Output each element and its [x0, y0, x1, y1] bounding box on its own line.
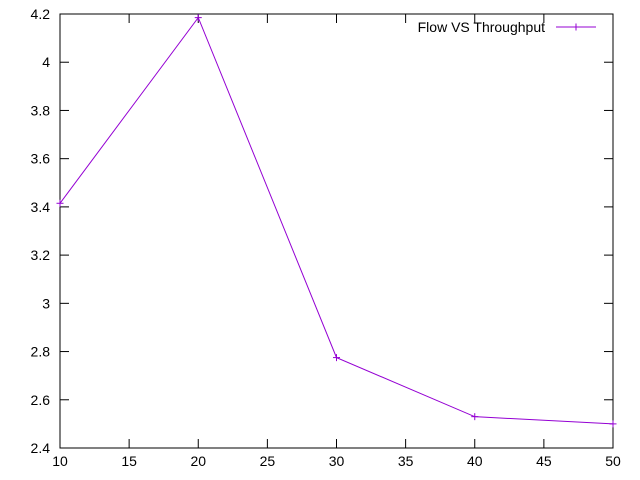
- x-tick-label: 15: [121, 453, 137, 469]
- data-point: [194, 14, 202, 22]
- y-tick-label: 3.2: [31, 247, 51, 263]
- plot-frame: [59, 13, 614, 449]
- y-axis: 2.4 2.6 2.8 3 3.2 3.4 3.6 3.8 4 4.2: [31, 6, 613, 456]
- x-tick-label: 45: [536, 453, 552, 469]
- data-point: [471, 413, 479, 421]
- series-layer: [56, 14, 617, 428]
- x-tick-label: 30: [329, 453, 345, 469]
- x-tick-label: 10: [52, 453, 68, 469]
- x-tick-label: 40: [467, 453, 483, 469]
- y-tick-label: 4.2: [31, 6, 51, 22]
- x-tick-label: 20: [190, 453, 206, 469]
- y-tick-label: 4: [42, 54, 50, 70]
- data-point: [609, 420, 617, 428]
- y-tick-label: 3.8: [31, 102, 51, 118]
- x-tick-label: 50: [605, 453, 621, 469]
- data-point: [56, 199, 64, 207]
- x-tick-label: 25: [260, 453, 276, 469]
- x-axis: 10 15 20 25 30 35 40 45 50: [52, 14, 621, 469]
- series-line: [59, 16, 614, 425]
- legend-label: Flow VS Throughput: [418, 19, 545, 35]
- y-tick-label: 2.8: [31, 344, 51, 360]
- data-point: [333, 354, 340, 362]
- x-tick-label: 35: [398, 453, 414, 469]
- y-tick-label: 3.4: [31, 199, 51, 215]
- legend: Flow VS Throughput: [418, 19, 596, 35]
- y-tick-label: 2.4: [31, 440, 51, 456]
- y-tick-label: 3.6: [31, 151, 51, 167]
- y-tick-label: 3: [42, 295, 50, 311]
- y-tick-label: 2.6: [31, 392, 51, 408]
